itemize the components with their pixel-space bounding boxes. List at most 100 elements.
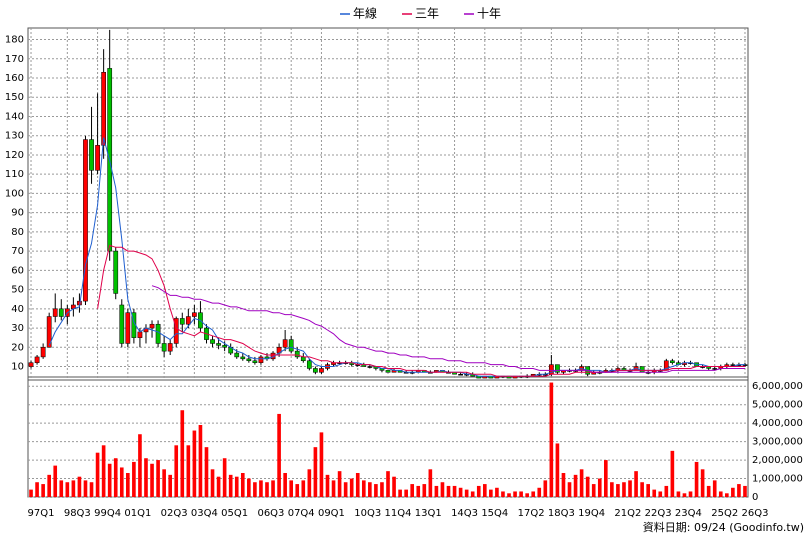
y-tick-label: 1,000,000 — [752, 474, 803, 485]
candle-body — [252, 360, 258, 363]
bar — [65, 482, 70, 497]
bar — [440, 482, 445, 497]
bar — [634, 471, 638, 497]
bar — [604, 460, 608, 497]
bar — [355, 473, 360, 497]
legend-label: 年線 — [353, 6, 377, 21]
candle-body — [294, 350, 300, 358]
bar — [573, 474, 578, 497]
bar — [428, 469, 433, 497]
bar — [434, 485, 439, 497]
bar — [549, 382, 554, 497]
bar — [168, 474, 172, 497]
x-tick-label: 09Q1 — [318, 508, 345, 519]
bar — [452, 485, 457, 497]
x-tick-label: 25Q2 — [711, 508, 738, 519]
candle-body — [670, 360, 675, 363]
bar — [380, 482, 384, 497]
y-tick-label: 130 — [5, 131, 24, 142]
bar — [283, 473, 287, 497]
y-tick-label: 0 — [752, 492, 758, 503]
bar — [482, 484, 487, 497]
y-tick-label: 40 — [11, 304, 24, 315]
candle-body — [83, 139, 88, 302]
candle-body — [101, 71, 106, 146]
x-tick-label: 13Q1 — [415, 508, 442, 519]
candle-body — [52, 308, 58, 317]
candle-body — [319, 368, 324, 373]
bar — [138, 434, 142, 497]
bar — [567, 482, 572, 497]
bar — [107, 463, 112, 497]
bar — [41, 484, 45, 497]
x-tick-label: 21Q2 — [614, 508, 641, 519]
y-tick-label: 3,000,000 — [752, 437, 803, 448]
y-tick-label: 180 — [5, 35, 24, 46]
line-series — [48, 137, 745, 377]
x-tick-label: 26Q3 — [741, 508, 768, 519]
y-tick-label: 20 — [11, 342, 24, 353]
x-tick-label: 17Q2 — [518, 508, 545, 519]
x-tick-label: 05Q1 — [221, 508, 248, 519]
bar — [464, 489, 469, 497]
candle-body — [712, 368, 718, 370]
bar — [446, 485, 451, 497]
candle-body — [258, 356, 264, 363]
bar — [83, 480, 88, 497]
candle-body — [313, 368, 318, 373]
y-tick-label: 50 — [11, 285, 24, 296]
candle-body — [149, 323, 155, 329]
bar — [664, 485, 669, 497]
candle-body — [367, 366, 373, 368]
candle-body — [40, 347, 46, 358]
bar — [543, 480, 548, 497]
candle-body — [210, 339, 215, 344]
bar — [259, 480, 263, 497]
bar — [192, 430, 197, 497]
bar — [374, 484, 378, 497]
candle-body — [555, 364, 560, 373]
candle-body — [306, 360, 312, 369]
bar — [343, 482, 348, 497]
bar — [265, 482, 269, 497]
bar — [555, 443, 560, 497]
source-note: 資料日期: 09/24 (Goodinfo.tw) — [643, 520, 804, 534]
bar — [386, 471, 390, 497]
candle-body — [125, 312, 131, 344]
x-tick-label: 02Q3 — [161, 508, 188, 519]
bar — [319, 432, 324, 497]
bar — [313, 447, 318, 497]
y-tick-label: 6,000,000 — [752, 381, 803, 392]
x-tick-label: 03Q4 — [191, 508, 218, 519]
bar — [228, 474, 233, 497]
bar — [513, 491, 517, 497]
y-tick-label: 160 — [5, 73, 24, 84]
bar — [495, 487, 499, 497]
candle-body — [95, 145, 100, 171]
bar — [289, 480, 294, 497]
candle-body — [46, 316, 52, 348]
bar — [597, 478, 602, 497]
candle-body — [246, 358, 252, 362]
bar — [301, 480, 306, 497]
y-tick-label: 80 — [11, 227, 24, 238]
bar — [35, 482, 39, 497]
bar — [29, 489, 33, 497]
line-series — [151, 285, 745, 373]
bar — [404, 489, 408, 497]
y-tick-label: 150 — [5, 92, 24, 103]
y-tick-label: 30 — [11, 323, 24, 334]
y-tick-label: 170 — [5, 54, 24, 65]
candle-body — [730, 364, 736, 366]
candle-body — [222, 345, 228, 348]
bar — [47, 474, 51, 497]
x-tick-label: 22Q3 — [645, 508, 672, 519]
candle-body — [385, 370, 391, 373]
y-tick-label: 110 — [5, 169, 24, 180]
bar — [392, 476, 396, 497]
bar — [247, 478, 251, 497]
candle-body — [173, 318, 179, 344]
bar — [198, 425, 203, 497]
bar — [204, 447, 209, 497]
